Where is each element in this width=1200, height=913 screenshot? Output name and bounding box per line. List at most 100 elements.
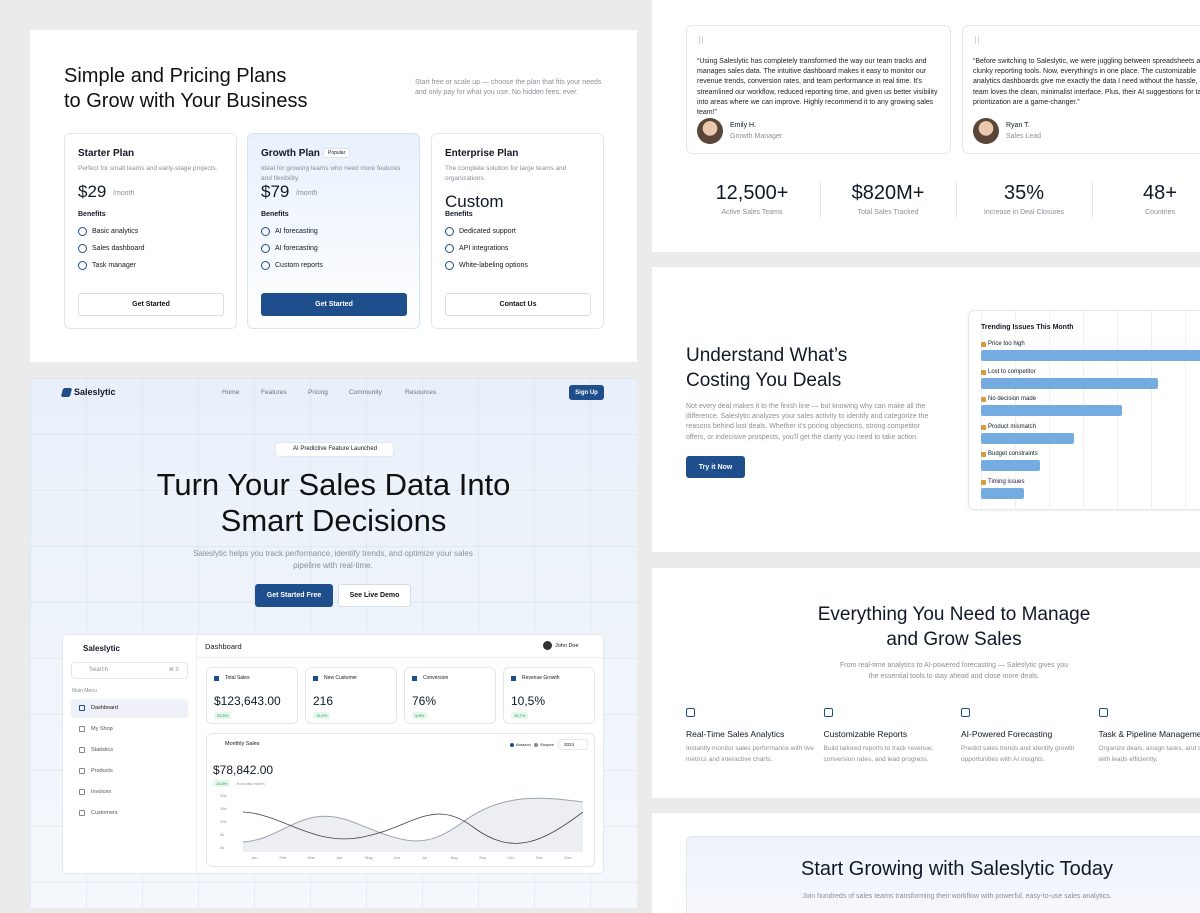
menu-item[interactable]: Invoices — [91, 789, 111, 795]
signup-button[interactable]: Sign Up — [569, 385, 604, 400]
cta-subtitle: Join hundreds of sales teams transformin… — [652, 893, 1200, 900]
feature-title: AI-Powered Forecasting — [961, 729, 1052, 739]
benefits-label: Benefits — [445, 211, 473, 218]
plan-name: Starter Plan — [78, 148, 134, 159]
metric-icon — [511, 676, 516, 681]
deals-button[interactable]: Try it Now — [686, 456, 745, 478]
secondary-button[interactable]: See Live Demo — [338, 584, 411, 607]
stat-divider — [956, 181, 957, 218]
stat-label: Active Sales Teams — [684, 209, 820, 216]
metric-change: 15,7% — [511, 712, 528, 719]
stat-label: Increase in Deal Closures — [956, 209, 1092, 216]
features-title-line: Everything You Need to Manage — [652, 602, 1200, 627]
plan-feature: AI forecasting — [275, 228, 318, 235]
dashboard-title: Dashboard — [205, 642, 242, 651]
testimonial-role: Sales Lead — [1006, 133, 1041, 140]
menu-icon — [79, 789, 85, 795]
monthly-change-note: from last month — [237, 781, 265, 786]
x-axis-label: Oct — [508, 855, 514, 860]
stat-label: Total Sales Tracked — [820, 209, 956, 216]
check-icon — [261, 261, 270, 270]
menu-item[interactable]: Dashboard — [91, 705, 118, 711]
feature-text: Build tailored reports to track revenue,… — [824, 744, 952, 765]
plan-card: Starter Plan Perfect for small teams and … — [64, 133, 237, 329]
menu-item[interactable]: Customers — [91, 810, 118, 816]
deals-text: Not every deal makes it to the finish li… — [686, 402, 938, 443]
search-shortcut: ⌘ S — [169, 667, 179, 673]
feature-icon — [1099, 708, 1108, 717]
testimonials-panel: See how Saleslytic helps teams increase … — [652, 0, 1200, 252]
menu-item[interactable]: My Shop — [91, 726, 113, 732]
menu-icon — [79, 747, 85, 753]
check-icon — [78, 261, 87, 270]
menu-item[interactable]: Statistics — [91, 747, 113, 753]
issue-bar — [981, 378, 1158, 389]
testimonial-name: Emily H. — [730, 122, 756, 129]
issue-icon — [981, 370, 986, 375]
plan-button[interactable]: Get Started — [261, 293, 407, 316]
legend-dot — [510, 743, 514, 747]
monthly-label: Monthly Sales — [225, 741, 260, 747]
menu-active-bg — [71, 699, 188, 718]
nav-link[interactable]: Pricing — [308, 389, 328, 396]
nav-link[interactable]: Features — [261, 389, 287, 396]
stat-value: 48+ — [1092, 182, 1200, 205]
stat-divider — [820, 181, 821, 218]
x-axis-label: Jul — [422, 855, 427, 860]
testimonial-role: Growth Manager — [730, 133, 782, 140]
nav-link[interactable]: Home — [222, 389, 239, 396]
primary-button[interactable]: Get Started Free — [255, 584, 333, 607]
menu-item[interactable]: Products — [91, 768, 113, 774]
legend-label: Shopee — [540, 742, 554, 747]
stat-label: Countries — [1092, 209, 1200, 216]
issue-label: Budget constraints — [988, 451, 1038, 457]
metric-change: 15,2% — [313, 712, 330, 719]
metric-value: 10,5% — [511, 694, 545, 708]
hero-badge: AI Predictive Feature Launched — [276, 443, 393, 456]
features-title-line: and Grow Sales — [652, 627, 1200, 652]
stat-value: 12,500+ — [684, 182, 820, 205]
metric-label: New Customer — [324, 675, 357, 681]
monthly-change: 10,8% — [213, 780, 230, 787]
feature-text: Predict sales trends and identify growth… — [961, 744, 1089, 765]
y-axis-label: 5k — [220, 832, 224, 837]
x-axis-label: Nov — [536, 855, 543, 860]
search-placeholder[interactable]: Search — [89, 667, 108, 673]
x-axis-label: Dec — [565, 855, 572, 860]
metric-label: Total Sales — [225, 675, 249, 681]
avatar — [697, 118, 723, 144]
plan-button[interactable]: Contact Us — [445, 293, 591, 316]
issue-icon — [981, 452, 986, 457]
plan-button[interactable]: Get Started — [78, 293, 224, 316]
plan-feature: Dedicated support — [459, 228, 516, 235]
issue-bar — [981, 488, 1024, 499]
feature-icon — [961, 708, 970, 717]
plan-feature: AI forecasting — [275, 245, 318, 252]
stat-value: $820M+ — [820, 182, 956, 205]
x-axis-label: Sep — [479, 855, 486, 860]
nav-link[interactable]: Community — [349, 389, 382, 396]
monthly-value: $78,842.00 — [213, 763, 273, 777]
metric-change: 25,5% — [214, 712, 231, 719]
plan-description: Perfect for small teams and early-stage … — [78, 164, 228, 174]
cta-title: Start Growing with Saleslytic Today — [652, 858, 1200, 881]
metric-icon — [412, 676, 417, 681]
pricing-title-line: to Grow with Your Business — [64, 89, 307, 114]
x-axis-label: Mar — [308, 855, 315, 860]
x-axis-label: Apr — [337, 855, 343, 860]
issue-icon — [981, 342, 986, 347]
x-axis-label: Feb — [280, 855, 287, 860]
issues-card-title: Trending Issues This Month — [981, 324, 1074, 331]
menu-label: Main Menu — [72, 688, 97, 694]
check-icon — [261, 227, 270, 236]
nav-link[interactable]: Resources — [405, 389, 436, 396]
plan-period: /month — [113, 190, 134, 197]
plan-feature: White-labeling options — [459, 262, 528, 269]
year-select[interactable]: 2024 — [558, 739, 588, 750]
